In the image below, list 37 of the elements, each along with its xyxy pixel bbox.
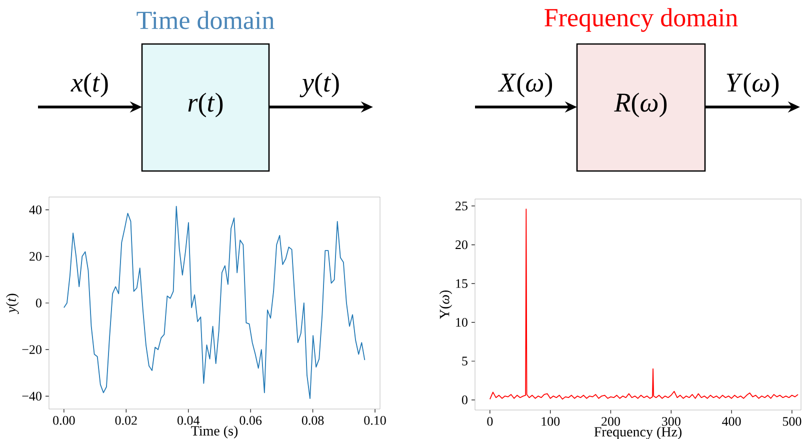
text: r(t) bbox=[188, 92, 223, 118]
y-tick-label: 40 bbox=[29, 205, 42, 214]
text: x(t) bbox=[70, 72, 108, 98]
text: R(ω) bbox=[614, 92, 667, 118]
text: Y(ω) bbox=[726, 72, 779, 98]
line-series bbox=[63, 206, 366, 399]
y-tick-label: 0 bbox=[36, 298, 42, 308]
x-tick-label: 100 bbox=[542, 417, 560, 426]
x-tick-label: 0 bbox=[487, 417, 493, 426]
x-tick-label: 200 bbox=[602, 417, 620, 426]
x-axis-title: Time (s) bbox=[191, 426, 238, 438]
y-tick-label: 25 bbox=[456, 202, 468, 210]
y-axis-title: y(t) bbox=[6, 294, 19, 314]
y-tick-label: 5 bbox=[462, 356, 468, 366]
x-tick-label: 300 bbox=[662, 417, 680, 426]
y-tick-label: 20 bbox=[456, 240, 468, 250]
text: Time domain bbox=[136, 10, 274, 30]
x-tick-label: 500 bbox=[782, 417, 802, 426]
x-tick-label: 400 bbox=[722, 417, 741, 426]
y-tick-label: −20 bbox=[22, 345, 42, 354]
text: Frequency domain bbox=[544, 8, 738, 32]
y-tick-label: 10 bbox=[456, 318, 468, 327]
line-series bbox=[489, 208, 798, 400]
text: y(t) bbox=[300, 72, 339, 98]
y-tick-label: −40 bbox=[22, 392, 42, 401]
x-tick-label: 0.06 bbox=[240, 416, 262, 425]
text: X(ω) bbox=[498, 72, 552, 98]
x-tick-label: 0.04 bbox=[177, 416, 200, 425]
x-axis-title: Frequency (Hz) bbox=[594, 426, 682, 439]
y-tick-label: 0 bbox=[462, 396, 468, 404]
y-tick-label: 20 bbox=[30, 252, 42, 261]
x-tick-label: 0.00 bbox=[53, 416, 75, 425]
x-tick-label: 0.02 bbox=[115, 416, 137, 425]
x-tick-label: 0.10 bbox=[364, 416, 386, 425]
y-tick-label: 15 bbox=[456, 279, 468, 288]
y-axis-title: Y(ω) bbox=[439, 290, 452, 320]
x-tick-label: 0.08 bbox=[302, 416, 324, 425]
